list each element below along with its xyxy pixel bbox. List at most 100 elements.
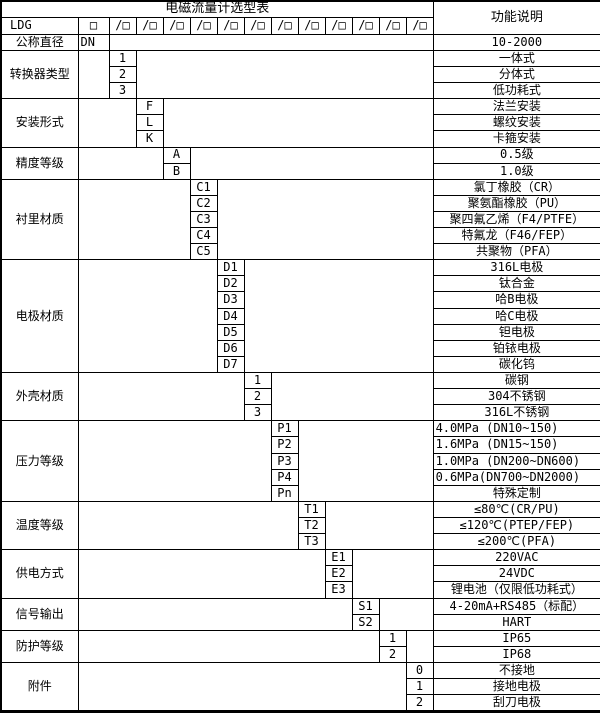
spacer-cell [77,629,380,664]
section-label: 压力等级 [0,420,79,502]
option-code: T3 [297,533,326,551]
table-row: B 1.0级 [1,162,600,180]
option-description: 法兰安装 [432,98,600,116]
table-title: 电磁流量计选型表 [0,0,434,18]
spacer-cell [378,597,434,631]
spacer-cell [216,178,434,261]
table-row: 温度等级 T1 ≤80℃(CR/PU) [0,500,600,551]
option-code: P1 [270,420,299,438]
option-description: 304不锈钢 [432,388,600,406]
option-code: T2 [297,517,326,535]
table-row: D6 铂铱电极 [1,339,600,357]
option-description: 0.5级 [432,146,600,164]
option-code: D2 [216,275,245,293]
option-description: 刮刀电极 [432,694,600,712]
model-code-slot: /□ [243,16,272,35]
model-code-slot: /□ [135,16,164,35]
table-row: 3 316L不锈钢 [1,404,600,422]
model-code-slot: /□ [324,16,353,35]
option-description: 316L不锈钢 [432,404,600,422]
spacer-cell [77,597,353,631]
option-description: 卡箍安装 [432,130,600,148]
option-code: 0 [405,661,434,680]
model-box-cell: □ [77,16,110,35]
option-description: 钽电极 [432,323,600,341]
spacer-cell [243,259,434,374]
model-code-slot: /□ [162,16,191,35]
option-code: Pn [270,484,299,502]
model-code-slot: /□ [270,16,299,35]
option-description: ≤200℃(PFA) [432,533,600,551]
option-description: 4.0MPa (DN10~150) [432,420,600,438]
option-description: 锂电池（仅限低功耗式） [432,581,600,599]
option-code: P4 [270,468,299,486]
option-description: 哈C电极 [432,307,600,325]
option-code: C2 [189,194,218,212]
table-row: 信号输出 S1 4-20mA+RS485（标配） [0,597,600,631]
spacer-cell [77,500,299,551]
section-label: 公称直径 [0,33,79,51]
spacer-cell [351,549,434,599]
table-row: 2 IP68 [1,645,600,664]
option-description: 特氟龙（F46/FEP） [432,227,600,245]
option-code: 3 [108,82,137,100]
model-code-slot: /□ [378,16,407,35]
option-code: 2 [405,694,434,712]
spacer-cell [162,98,434,148]
table-row: C3 聚四氟乙烯（F4/PTFE） [1,210,600,229]
table-row: 外壳材质 1 碳钢 [0,372,600,422]
spacer-cell [77,49,110,100]
option-code: 1 [108,49,137,67]
option-code: K [135,130,164,148]
option-code: D6 [216,339,245,357]
table-row: LDG □/□/□/□/□/□/□/□/□/□/□/□/□ [0,16,600,35]
option-code: S1 [351,597,380,615]
option-description: 哈B电极 [432,291,600,309]
option-code: D3 [216,291,245,309]
option-code: 1 [378,629,407,647]
option-code: T1 [297,500,326,519]
option-description: IP68 [432,645,600,664]
section-label: 信号输出 [0,597,79,631]
spacer-cell [77,98,137,148]
table-row: T3 ≤200℃(PFA) [1,533,600,551]
option-code: 1 [243,372,272,390]
section-label: 外壳材质 [0,372,79,422]
option-code: 2 [108,65,137,84]
option-description: 1.0MPa (DN200~DN600) [432,452,600,470]
option-description: 0.6MPa(DN700~DN2000) [432,468,600,486]
option-description: IP65 [432,629,600,647]
option-code: E2 [324,565,353,583]
model-prefix: LDG [0,16,79,35]
option-description: 不接地 [432,661,600,680]
option-code: P3 [270,452,299,470]
option-code: D5 [216,323,245,341]
diameter-code-cell: DN [77,33,110,51]
option-description: 氯丁橡胶（CR） [432,178,600,196]
spacer-cell [77,372,245,422]
option-description: 一体式 [432,49,600,67]
option-description: 分体式 [432,65,600,84]
spacer-cell [297,420,434,502]
section-label: 电极材质 [0,259,79,374]
spacer-cell [77,259,218,374]
option-description: 共聚物（PFA） [432,243,600,261]
table-row: 衬里材质 C1 氯丁橡胶（CR） [0,178,600,261]
option-code: A [162,146,191,164]
option-description: 220VAC [432,549,600,567]
table-row: 附件 0 不接地 [0,661,600,712]
section-label: 衬里材质 [0,178,79,261]
option-description: 聚四氟乙烯（F4/PTFE） [432,210,600,229]
table-row: D7 碳化钨 [1,355,600,374]
table-row: 1 接地电极 [1,678,600,696]
model-code-slot: /□ [108,16,137,35]
spacer-cell [77,549,326,599]
model-code-slot: /□ [216,16,245,35]
table-row: 3 低功耗式 [1,82,600,100]
option-description: ≤80℃(CR/PU) [432,500,600,519]
model-code-slot: /□ [405,16,434,35]
table-row: 防护等级 1 IP65 [0,629,600,664]
spacer-cell [77,146,164,180]
section-label: 供电方式 [0,549,79,599]
